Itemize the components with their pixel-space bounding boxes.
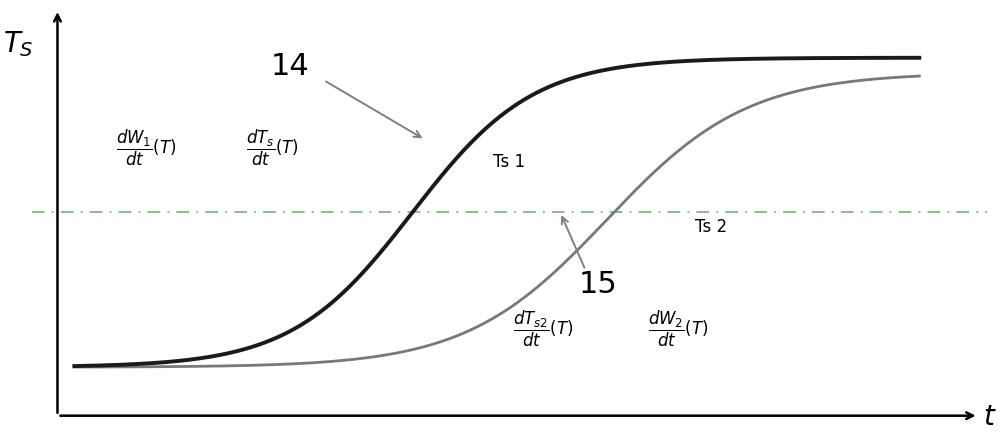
Text: $\it{T}_{\it{S}}$: $\it{T}_{\it{S}}$ <box>3 29 34 59</box>
Text: $\dfrac{dW_1}{dt}(T)$: $\dfrac{dW_1}{dt}(T)$ <box>116 128 177 168</box>
Text: $\it{t}$: $\it{t}$ <box>983 402 996 430</box>
Text: 14: 14 <box>270 52 309 80</box>
Text: 15: 15 <box>579 269 618 298</box>
Text: $\dfrac{dT_s}{dt}(T)$: $\dfrac{dT_s}{dt}(T)$ <box>246 128 299 168</box>
Text: $\dfrac{dW_2}{dt}(T)$: $\dfrac{dW_2}{dt}(T)$ <box>648 308 709 349</box>
Text: $\dfrac{dT_{s2}}{dt}(T)$: $\dfrac{dT_{s2}}{dt}(T)$ <box>513 308 574 349</box>
Text: Ts 1: Ts 1 <box>493 152 525 170</box>
Text: Ts 2: Ts 2 <box>695 217 728 235</box>
